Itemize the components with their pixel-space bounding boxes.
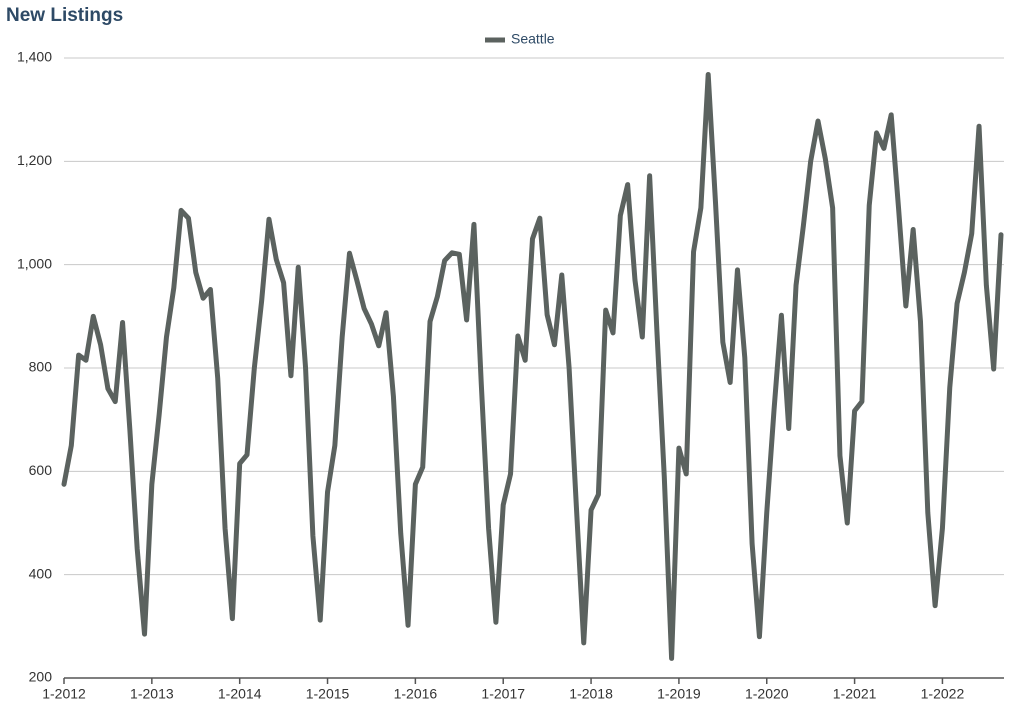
x-tick-label: 1-2018 — [569, 686, 613, 702]
x-tick-label: 1-2015 — [306, 686, 350, 702]
x-tick-label: 1-2021 — [833, 686, 877, 702]
y-tick-label: 1,000 — [17, 255, 52, 271]
y-tick-label: 200 — [29, 669, 53, 685]
x-tick-label: 1-2016 — [394, 686, 438, 702]
chart-title: New Listings — [6, 5, 123, 26]
x-tick-label: 1-2020 — [745, 686, 789, 702]
x-tick-label: 1-2022 — [921, 686, 965, 702]
legend-label: Seattle — [511, 31, 555, 47]
x-tick-label: 1-2013 — [130, 686, 174, 702]
y-tick-label: 400 — [29, 565, 53, 581]
y-tick-label: 1,200 — [17, 152, 52, 168]
y-tick-label: 1,400 — [17, 49, 52, 65]
x-tick-label: 1-2019 — [657, 686, 701, 702]
series-line — [61, 72, 1004, 661]
x-tick-label: 1-2017 — [481, 686, 525, 702]
y-tick-label: 600 — [29, 462, 53, 478]
x-tick-label: 1-2014 — [218, 686, 262, 702]
y-tick-label: 800 — [29, 359, 53, 375]
x-tick-label: 1-2012 — [42, 686, 86, 702]
